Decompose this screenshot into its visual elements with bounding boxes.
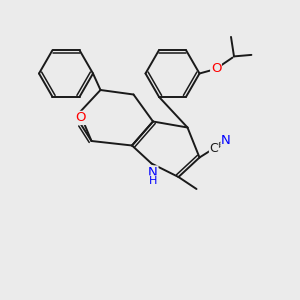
Text: O: O [211,62,221,76]
Text: H: H [149,176,157,186]
Text: C: C [209,142,218,155]
Text: N: N [221,134,231,148]
Text: N: N [148,166,158,179]
Text: O: O [76,111,86,124]
